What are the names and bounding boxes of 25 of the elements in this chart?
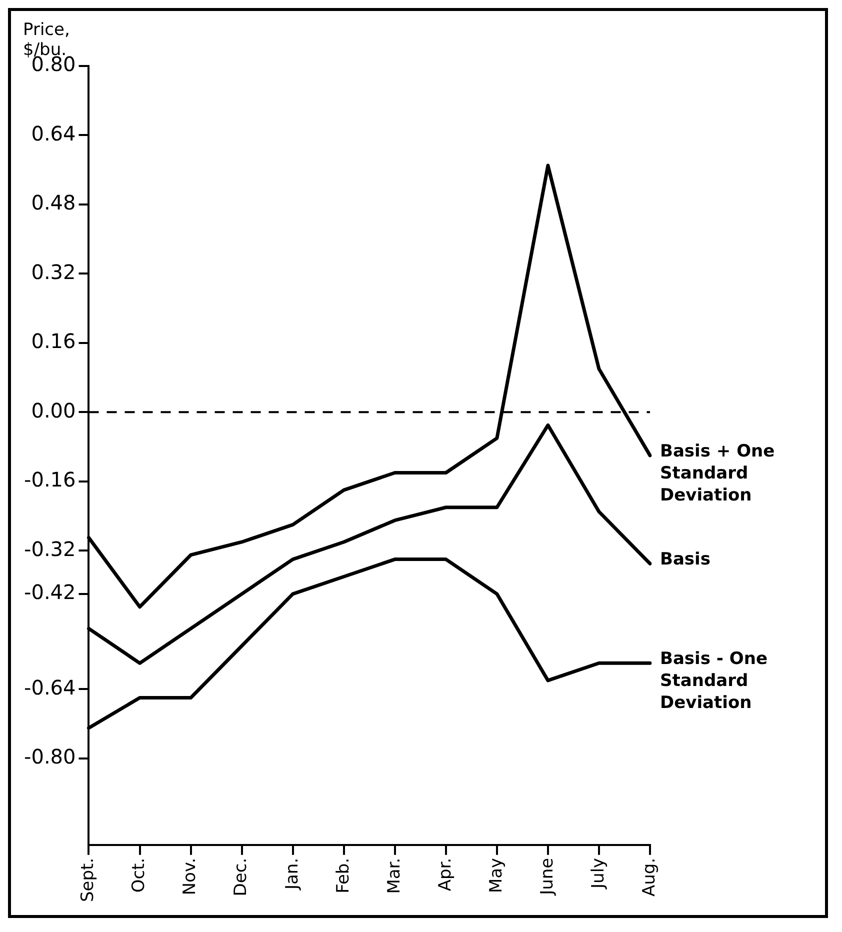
y-tick-label: 0.16 bbox=[31, 329, 76, 354]
x-tick-label: Dec. bbox=[231, 858, 252, 896]
x-tick-label: May bbox=[486, 858, 506, 894]
series-label: Basis + One Standard Deviation bbox=[660, 441, 775, 506]
x-tick-label: Apr. bbox=[435, 858, 456, 892]
y-tick-label: 0.00 bbox=[31, 398, 76, 422]
series-label: Basis - One Standard Deviation bbox=[660, 649, 768, 714]
y-tick-label: -0.42 bbox=[24, 580, 76, 604]
x-tick-label: Mar. bbox=[384, 858, 404, 894]
x-tick-label: Sept. bbox=[78, 858, 98, 902]
x-tick-label: July bbox=[588, 858, 608, 890]
y-tick-label: -0.32 bbox=[24, 536, 76, 561]
y-tick-label: -0.64 bbox=[24, 675, 76, 700]
x-tick-label: Jan. bbox=[282, 858, 302, 890]
y-tick-label: -0.80 bbox=[24, 744, 76, 769]
y-tick-label: 0.64 bbox=[31, 121, 76, 146]
y-tick-label: -0.16 bbox=[24, 468, 76, 492]
x-tick-label: June bbox=[537, 858, 558, 896]
x-tick-label: Aug. bbox=[639, 858, 660, 896]
y-tick-label: 0.32 bbox=[31, 260, 76, 284]
series-label: Basis bbox=[660, 550, 710, 570]
y-tick-label: 0.48 bbox=[31, 190, 76, 215]
x-tick-label: Oct. bbox=[129, 858, 150, 893]
x-tick-label: Nov. bbox=[180, 858, 200, 896]
x-tick-label: Feb. bbox=[333, 858, 354, 894]
